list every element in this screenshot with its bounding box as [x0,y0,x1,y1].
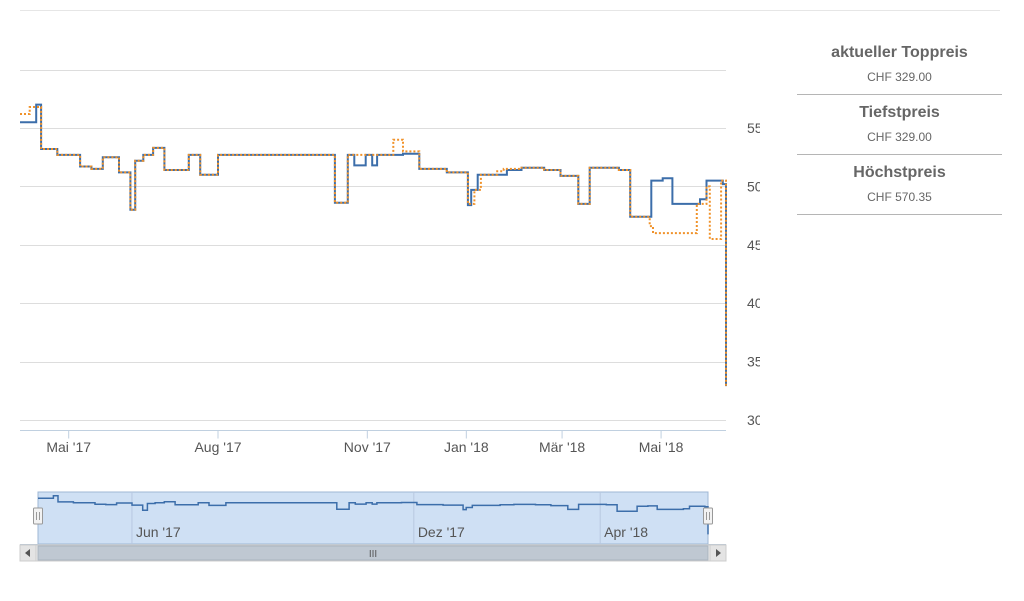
navigator-selection[interactable] [37,491,709,545]
highest-price-value: CHF 570.35 [867,190,932,204]
y-tick-label: 500 [747,178,760,194]
scrollbar-grip: III [369,549,377,560]
y-tick-label: 300 [747,412,760,428]
navigator-left-handle[interactable] [33,507,43,525]
grid-lines [20,70,726,421]
x-axis: Mai '17 Aug '17 Nov '17 Jan '18 Mär '18 Mai '… [20,430,726,455]
y-tick-label: 550 [747,120,760,136]
navigator-right-handle[interactable] [703,507,713,525]
current-top-price-label: aktueller Toppreis [831,44,968,61]
scrollbar-right-button[interactable] [709,544,727,562]
price-history-chart: 550 500 450 400 350 300 Mai '17 Aug '17 Nov '17… [20,70,760,455]
y-tick-label: 400 [747,295,760,311]
navigator-tick-label: Dez '17 [418,524,465,540]
x-tick-label: Mai '18 [639,439,684,455]
x-tick-label: Nov '17 [344,439,391,455]
lowest-price-value: CHF 329.00 [867,130,932,144]
y-tick-label: 450 [747,237,760,253]
navigator-series-line [38,495,709,535]
y-axis: 550 500 450 400 350 300 [747,120,760,428]
current-top-price: aktueller Toppreis CHF 329.00 [797,36,1002,95]
navigator-tick-label: Apr '18 [604,524,648,540]
x-tick-label: Mär '18 [539,439,585,455]
current-top-price-value: CHF 329.00 [867,70,932,84]
lowest-price: Tiefstpreis CHF 329.00 [797,95,1002,155]
x-tick-label: Aug '17 [194,439,241,455]
top-divider [20,10,1000,11]
highest-price: Höchstpreis CHF 570.35 [797,155,1002,215]
right-arrow-icon [716,549,721,557]
x-tick-label: Jan '18 [444,439,489,455]
x-tick-label: Mai '17 [46,439,91,455]
lowest-price-label: Tiefstpreis [859,104,940,121]
series-lines [20,103,727,387]
range-navigator[interactable]: Jun '17 Dez '17 Apr '18 III [0,0,760,601]
scrollbar-thumb[interactable] [37,545,709,561]
highest-price-label: Höchstpreis [853,164,946,181]
scrollbar-left-button[interactable] [19,544,37,562]
left-arrow-icon [25,549,30,557]
navigator-tick-label: Jun '17 [136,524,181,540]
y-tick-label: 350 [747,354,760,370]
series-line-2 [20,106,727,387]
price-stats-panel: aktueller Toppreis CHF 329.00 Tiefstprei… [797,36,1002,215]
